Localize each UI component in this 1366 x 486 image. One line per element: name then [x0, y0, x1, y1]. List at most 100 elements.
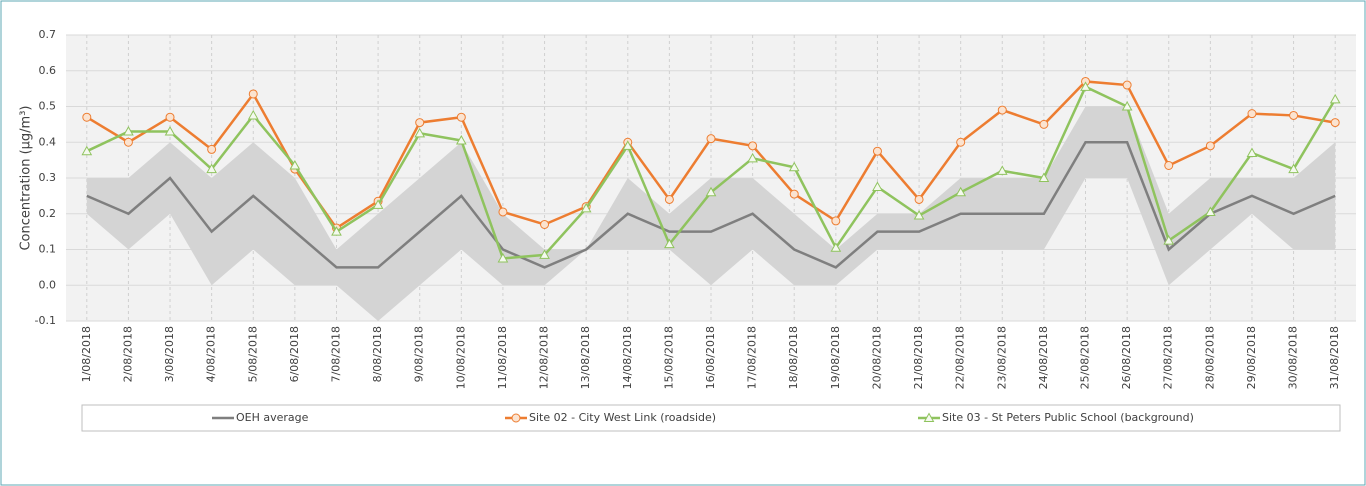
x-tick-label: 3/08/2018: [163, 326, 176, 382]
y-tick-label: 0.6: [39, 64, 57, 77]
marker: [164, 126, 176, 136]
marker: [1122, 80, 1132, 90]
x-tick-label: 28/08/2018: [1203, 326, 1216, 389]
x-tick-label: 23/08/2018: [995, 326, 1008, 389]
legend-marker: [923, 412, 935, 422]
y-tick-label: 0.7: [39, 28, 57, 41]
marker: [1330, 118, 1340, 128]
marker: [539, 249, 550, 259]
x-tick-label: 12/08/2018: [538, 326, 551, 389]
marker: [622, 140, 634, 150]
marker: [456, 112, 466, 122]
x-tick-label: 17/08/2018: [746, 326, 759, 389]
marker: [664, 238, 675, 249]
marker: [1205, 141, 1215, 151]
marker: [956, 137, 966, 147]
x-tick-label: 5/08/2018: [246, 326, 259, 382]
x-tick-label: 29/08/2018: [1245, 326, 1258, 389]
marker: [1080, 81, 1091, 91]
x-tick-label: 10/08/2018: [454, 326, 467, 389]
marker: [955, 186, 967, 197]
x-tick-label: 31/08/2018: [1328, 326, 1341, 389]
marker: [580, 202, 592, 213]
x-tick-label: 26/08/2018: [1120, 326, 1133, 389]
marker: [748, 141, 758, 151]
marker: [1289, 110, 1299, 120]
x-tick-label: 1/08/2018: [80, 326, 93, 382]
marker: [705, 186, 717, 197]
x-tick-label: 27/08/2018: [1162, 326, 1175, 389]
marker: [372, 199, 384, 209]
marker: [81, 145, 93, 156]
series-line: [86, 141, 1336, 269]
marker: [289, 159, 301, 170]
marker: [664, 194, 674, 204]
y-tick-label: 0.0: [39, 278, 57, 291]
legend: [81, 404, 1341, 432]
y-axis-label: Concentration (µg/m³): [19, 105, 34, 250]
marker: [1038, 172, 1050, 182]
x-tick-label: 6/08/2018: [288, 326, 301, 382]
x-tick-label: 13/08/2018: [579, 326, 592, 389]
x-tick-label: 14/08/2018: [621, 326, 634, 389]
marker: [414, 127, 426, 138]
marker: [247, 109, 259, 120]
marker: [1204, 206, 1216, 216]
y-tick-label: 0.4: [39, 135, 57, 148]
x-tick-label: 15/08/2018: [662, 326, 675, 389]
x-tick-label: 24/08/2018: [1037, 326, 1050, 389]
x-tick-label: 30/08/2018: [1287, 326, 1300, 389]
marker: [1039, 119, 1049, 129]
marker: [830, 242, 842, 252]
marker: [788, 161, 800, 172]
x-tick-label: 25/08/2018: [1079, 326, 1092, 389]
x-tick-label: 21/08/2018: [912, 326, 925, 389]
x-tick-label: 20/08/2018: [870, 326, 883, 389]
marker: [331, 226, 342, 236]
marker: [1164, 160, 1174, 170]
marker: [913, 210, 925, 220]
legend-label: Site 02 - City West Link (roadside): [529, 411, 716, 424]
marker: [706, 134, 716, 144]
marker: [497, 252, 509, 263]
marker: [82, 112, 92, 122]
y-tick-label: 0.5: [39, 100, 57, 113]
marker: [455, 134, 467, 145]
marker: [747, 152, 758, 163]
x-tick-label: 11/08/2018: [496, 326, 509, 389]
marker: [1247, 109, 1257, 119]
marker: [206, 163, 217, 174]
marker: [872, 181, 883, 191]
marker: [415, 118, 425, 128]
legend-label: OEH average: [236, 411, 309, 424]
legend-marker: [511, 413, 521, 423]
y-tick-label: 0.1: [39, 243, 57, 256]
legend-label: Site 03 - St Peters Public School (backg…: [942, 411, 1194, 424]
marker: [914, 194, 924, 204]
x-tick-label: 7/08/2018: [329, 326, 342, 382]
marker: [1121, 100, 1133, 111]
y-tick-label: -0.1: [35, 314, 56, 327]
marker: [1288, 163, 1299, 174]
marker: [1163, 235, 1175, 245]
marker: [1329, 93, 1341, 104]
x-tick-label: 9/08/2018: [413, 326, 426, 382]
marker: [540, 219, 550, 229]
marker: [207, 144, 217, 154]
x-tick-label: 2/08/2018: [121, 326, 134, 382]
marker: [997, 105, 1007, 115]
marker: [498, 207, 508, 217]
x-tick-label: 16/08/2018: [704, 326, 717, 389]
marker: [831, 216, 841, 226]
x-tick-label: 22/08/2018: [954, 326, 967, 389]
marker: [996, 165, 1008, 175]
y-tick-label: 0.3: [39, 171, 57, 184]
marker: [789, 189, 799, 199]
range-band: [86, 106, 1336, 321]
marker: [248, 89, 258, 99]
x-tick-label: 8/08/2018: [371, 326, 384, 382]
marker: [165, 112, 175, 122]
marker: [123, 126, 134, 136]
x-tick-label: 19/08/2018: [829, 326, 842, 389]
